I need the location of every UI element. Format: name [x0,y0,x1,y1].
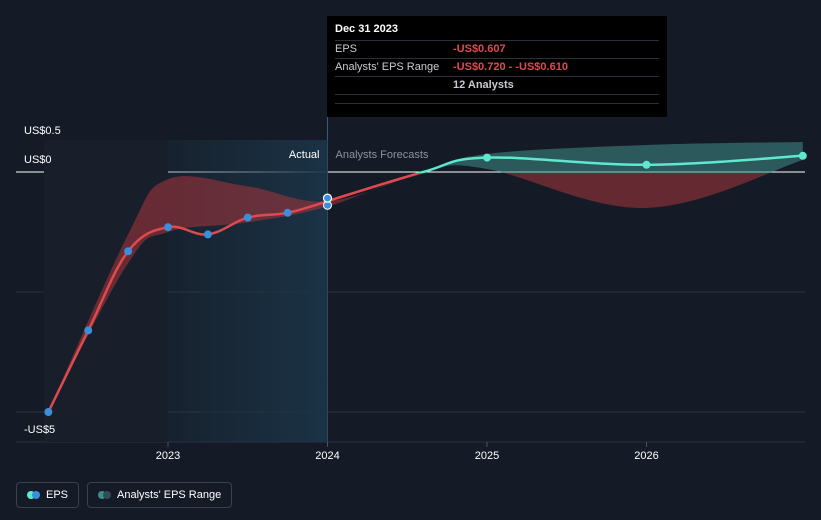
tooltip-value: -US$0.720 - -US$0.610 [453,61,568,73]
x-tick-label: 2023 [156,450,180,462]
tooltip-value: 12 Analysts [453,79,514,91]
eps-forecast-line [414,154,803,173]
y-tick-label: -US$5 [24,424,55,436]
eps-range-band [48,142,803,412]
legend: EPS Analysts' EPS Range [16,482,233,508]
tooltip-row-analysts: 12 Analysts [335,76,659,94]
eps-actual-point[interactable] [84,326,93,335]
legend-range-label: Analysts' EPS Range [117,489,222,501]
x-tick-label: 2024 [315,450,339,462]
tooltip-key [335,77,453,94]
axis-labels: US$0.5 US$0 -US$5 2023 2024 2025 2026 Actual Ana… [24,125,659,462]
tooltip-key: Analysts' EPS Range [335,61,440,73]
legend-eps-label: EPS [46,489,69,501]
range-legend-icon [98,491,112,499]
tooltip-date: Dec 31 2023 [335,23,398,35]
y-tick-label: US$0.5 [24,125,61,137]
legend-eps-range[interactable]: Analysts' EPS Range [87,482,233,508]
eps-forecast-line-negative [327,173,425,203]
tooltip-value: -US$0.607 [453,43,506,55]
eps-actual-point[interactable] [203,230,212,239]
eps-range-band-negative [48,173,770,412]
eps-forecast-point[interactable] [483,153,491,162]
eps-forecast-point[interactable] [642,160,651,169]
eps-actual-point[interactable] [164,223,172,232]
eps-legend-icon [27,491,40,499]
tooltip-key: EPS [335,43,358,55]
y-tick-label: US$0 [24,154,52,166]
eps-actual-point[interactable] [124,247,133,256]
tooltip-row-range: Analysts' EPS Range -US$0.720 - -US$0.61… [335,58,659,76]
eps-range-band-positive [419,142,803,173]
forecast-label: Analysts Forecasts [336,149,429,161]
x-tick-label: 2026 [634,450,658,462]
tooltip-row-eps: EPS -US$0.607 [335,40,659,58]
eps-actual-point[interactable] [243,213,252,222]
eps-markers [44,151,807,416]
eps-actual-point[interactable] [44,408,53,416]
eps-forecast-point[interactable] [798,151,807,160]
eps-highlight-point[interactable] [322,193,333,203]
eps-actual-point[interactable] [283,208,292,217]
tooltip: Dec 31 2023 EPS -US$0.607 Analysts' EPS … [327,16,667,117]
legend-eps[interactable]: EPS [16,482,80,508]
actual-label: Actual [289,149,320,161]
x-tick-label: 2025 [475,450,499,462]
